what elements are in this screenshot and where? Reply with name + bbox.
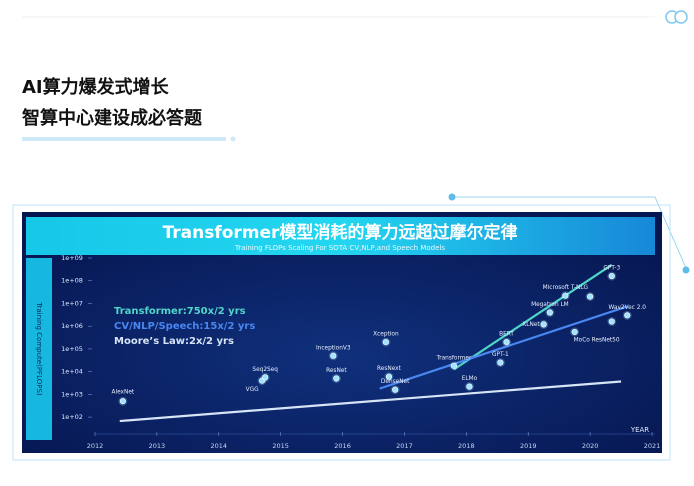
point [466,383,473,390]
y-tick-label: 1e+05 [61,345,83,353]
x-axis-label: YEAR [630,426,649,434]
point [497,359,504,366]
point-label: Transformer [436,355,472,361]
point [382,338,389,346]
point-label: BERT [499,332,514,338]
x-tick-label: 2015 [272,442,289,450]
point [333,375,340,382]
point [608,272,615,280]
title-band [26,217,655,255]
x-tick-label: 2014 [211,442,228,450]
x-tick-label: 2016 [334,442,351,450]
point-label: ELMo [462,376,478,382]
point [330,352,337,359]
point-label: Xception [373,332,399,338]
x-tick-label: 2017 [396,442,413,450]
point-label: ResNext [377,366,402,372]
point [119,398,126,405]
trend-line [379,305,628,390]
point-label: MoCo ResNet50 [574,337,620,343]
point [540,321,547,328]
point-label: GPT-3 [603,266,620,272]
y-label-band [26,258,52,440]
deco-line [452,196,687,269]
point [503,338,510,346]
dot [682,266,690,274]
point [262,374,269,381]
point-label: VGG [246,387,259,393]
underline [22,137,226,141]
x-tick-label: 2012 [87,442,104,450]
y-tick-label: 1e+09 [61,254,83,262]
y-tick-label: 1e+02 [61,413,83,421]
point [385,373,393,380]
point [587,293,594,300]
x-tick-label: 2019 [520,442,537,450]
x-tick-label: 2013 [149,442,166,450]
point [562,292,569,299]
dot [230,136,236,142]
chart-title: Transformer模型消耗的算力远超过摩尔定律 [163,222,518,243]
dot [448,193,456,201]
point-label: Seq2Seq [252,367,278,373]
point-label: ResNet [326,368,347,374]
point-label: XLNet [522,322,540,328]
point-label: DenseNet [381,379,410,385]
point [624,312,631,319]
x-tick-label: 2021 [644,442,661,450]
y-tick-label: 1e+06 [61,322,83,330]
frame [12,204,671,461]
heading: AI算力爆发式增长 [22,76,170,98]
point-label: Microsoft T-NLG [543,285,589,291]
point-label: AlexNet [112,390,135,396]
icon [674,10,688,24]
legend-label: Transformer:750x/2 yrs [114,306,246,317]
y-axis-label: Training Compute(PFLOPS) [35,301,43,396]
point [608,318,615,325]
y-tick-label: 1e+07 [61,299,83,307]
legend-label: CV/NLP/Speech:15x/2 yrs [114,321,255,332]
legend-label: Moore’s Law:2x/2 yrs [114,336,234,347]
trend-line [119,380,622,423]
point-label: Megatron LM [531,302,569,308]
point-label: GPT-1 [492,352,509,358]
point [571,328,578,336]
x-tick-label: 2020 [582,442,599,450]
heading: 智算中心建设成必答题 [22,107,203,129]
point [546,309,553,316]
y-tick-label: 1e+03 [61,390,83,398]
point-label: InceptionV3 [316,345,351,351]
chart-subtitle: Training FLOPs Scaling For SOTA CV,NLP,a… [234,244,445,252]
y-tick-label: 1e+08 [61,277,83,285]
x-tick-label: 2018 [458,442,475,450]
y-tick-label: 1e+04 [61,368,83,376]
trend-line [453,263,613,371]
point-label: Wav2Vec 2.0 [609,305,647,311]
point [450,362,458,369]
point [392,386,399,393]
